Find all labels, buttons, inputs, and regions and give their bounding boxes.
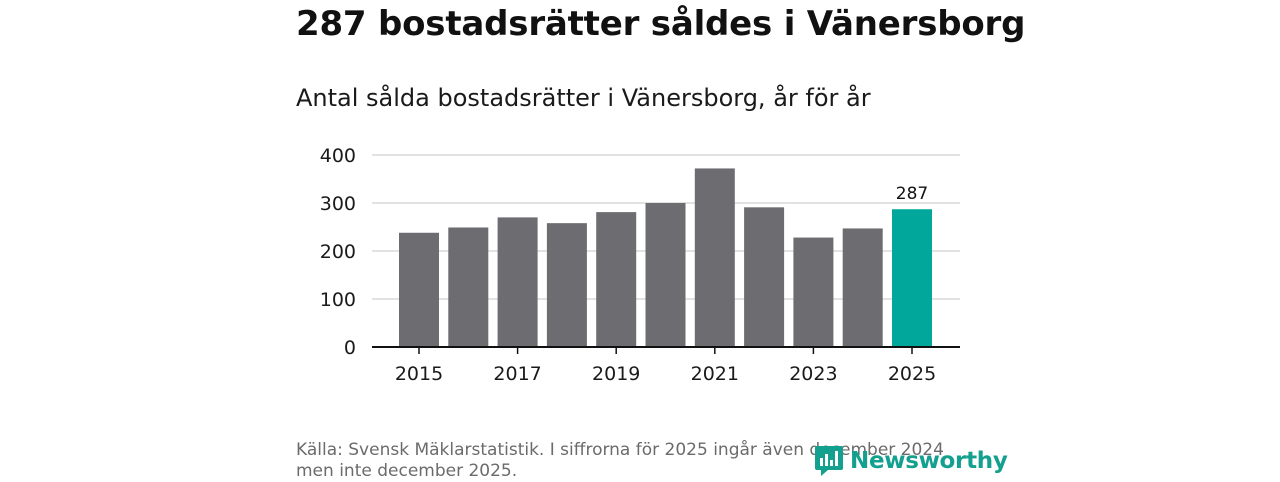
- bar-2023: [793, 237, 834, 347]
- x-tick-label-2015: 2015: [395, 363, 443, 385]
- data-label-2025: 287: [896, 184, 928, 204]
- bar-2024: [842, 228, 883, 347]
- y-tick-label-400: 400: [320, 145, 356, 167]
- source-note: Källa: Svensk Mäklarstatistik. I siffror…: [296, 440, 944, 481]
- bar-2021: [694, 168, 735, 347]
- x-tick-label-2019: 2019: [592, 363, 640, 385]
- bar-2015: [399, 232, 439, 347]
- bar-2019: [596, 212, 637, 347]
- newsworthy-logo: Newsworthy: [814, 444, 1008, 478]
- chart-title: 287 bostadsrätter såldes i Vänersborg: [296, 4, 1026, 44]
- chart-subtitle: Antal sålda bostadsrätter i Vänersborg, …: [296, 84, 871, 112]
- bar-2020: [645, 203, 686, 347]
- x-tick-label-2025: 2025: [888, 363, 936, 385]
- x-tick-label-2023: 2023: [789, 363, 837, 385]
- bar-2016: [448, 227, 489, 347]
- brand-name: Newsworthy: [850, 448, 1008, 474]
- x-tick-label-2017: 2017: [493, 363, 541, 385]
- bar-2022: [744, 207, 785, 347]
- bar-2018: [546, 223, 587, 347]
- bar-2017: [497, 217, 538, 347]
- bar-2025: [892, 209, 932, 347]
- y-tick-label-300: 300: [320, 193, 356, 215]
- x-tick-label-2021: 2021: [691, 363, 739, 385]
- y-tick-label-100: 100: [320, 289, 356, 311]
- y-tick-label-0: 0: [344, 337, 356, 359]
- y-tick-label-200: 200: [320, 241, 356, 263]
- newsworthy-logo-icon: [815, 446, 843, 476]
